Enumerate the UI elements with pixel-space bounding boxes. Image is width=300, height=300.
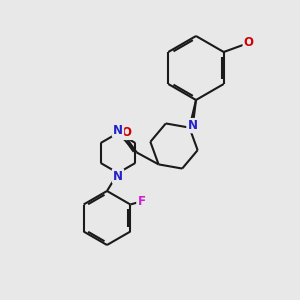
Text: O: O xyxy=(122,126,132,139)
Text: F: F xyxy=(137,195,146,208)
Text: N: N xyxy=(188,119,197,132)
Text: O: O xyxy=(244,37,254,50)
Text: N: N xyxy=(113,169,123,182)
Text: N: N xyxy=(113,124,123,136)
